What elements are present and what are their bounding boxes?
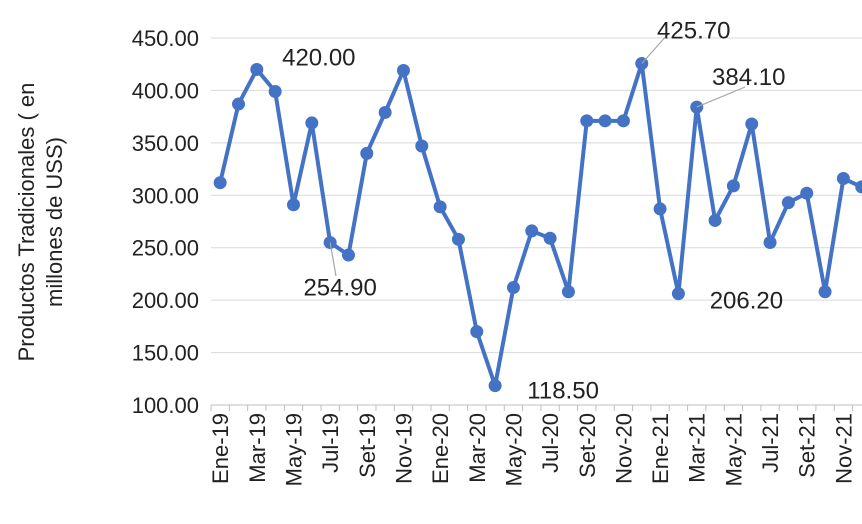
point — [470, 325, 484, 339]
x-tick-label: Ene-20 — [428, 413, 453, 484]
point — [543, 231, 557, 245]
x-tick-label: Set-19 — [355, 413, 380, 478]
x-tick-label: Mar-20 — [465, 413, 490, 483]
y-tick-label: 250.00 — [132, 236, 199, 261]
leader-line — [696, 86, 746, 108]
x-tick-label: Jul-20 — [538, 413, 563, 473]
y-tick-label: 100.00 — [132, 393, 199, 418]
point — [745, 117, 759, 131]
point — [818, 285, 832, 299]
leader-line — [641, 33, 669, 64]
x-tick-label: Jul-19 — [318, 413, 343, 473]
data-label: 118.50 — [527, 378, 599, 405]
point — [415, 139, 429, 153]
point — [360, 146, 374, 160]
data-label: 206.20 — [710, 288, 783, 315]
x-tick-label: Ene-19 — [208, 413, 233, 484]
point — [341, 248, 355, 262]
point — [763, 235, 777, 249]
point — [653, 202, 667, 216]
y-tick-label: 150.00 — [132, 341, 199, 366]
point — [800, 186, 814, 200]
x-tick-label: May-19 — [281, 413, 306, 486]
point — [250, 62, 264, 76]
y-tick-label: 400.00 — [132, 78, 199, 103]
x-tick-label: Set-20 — [575, 413, 600, 478]
point — [433, 200, 447, 214]
y-tick-label: 200.00 — [132, 288, 199, 313]
x-tick-label: Mar-19 — [245, 413, 270, 483]
point — [378, 105, 392, 119]
data-label: 425.70 — [657, 17, 730, 44]
point — [286, 198, 300, 212]
x-tick-label: May-21 — [721, 413, 746, 486]
point — [616, 114, 630, 128]
x-tick-label: Nov-19 — [391, 413, 416, 484]
point — [231, 97, 245, 111]
x-tick-label: Ene-21 — [648, 413, 673, 484]
point — [561, 285, 575, 299]
point — [451, 232, 465, 246]
point — [781, 196, 795, 210]
x-tick-label: Nov-21 — [831, 413, 856, 484]
point — [671, 287, 685, 301]
leader-line — [329, 242, 337, 277]
point — [213, 176, 227, 190]
x-tick-label: May-20 — [501, 413, 526, 486]
point — [525, 224, 539, 238]
y-axis-title-line: Productos Tradicionales ( en — [14, 83, 39, 362]
data-label: 420.00 — [282, 44, 355, 71]
point — [855, 180, 862, 194]
y-tick-label: 450.00 — [132, 26, 199, 51]
x-tick-label: Set-21 — [795, 413, 820, 478]
y-tick-label: 300.00 — [132, 183, 199, 208]
point — [580, 114, 594, 128]
point — [488, 379, 502, 393]
data-label: 254.90 — [303, 275, 376, 302]
point — [836, 172, 850, 186]
x-tick-label: Nov-20 — [611, 413, 636, 484]
point — [708, 213, 722, 227]
point — [305, 116, 319, 130]
point — [598, 114, 612, 128]
y-tick-label: 350.00 — [132, 131, 199, 156]
point — [726, 179, 740, 193]
x-tick-label: Mar-21 — [685, 413, 710, 483]
series-line — [218, 61, 862, 388]
y-axis-title: Productos Tradicionales ( en millones de… — [14, 83, 67, 362]
point — [268, 84, 282, 98]
point — [396, 64, 410, 78]
data-label: 384.10 — [712, 64, 785, 91]
y-axis-title-line: millones de USS) — [42, 137, 67, 307]
point — [506, 281, 520, 295]
x-tick-label: Jul-21 — [758, 413, 783, 473]
